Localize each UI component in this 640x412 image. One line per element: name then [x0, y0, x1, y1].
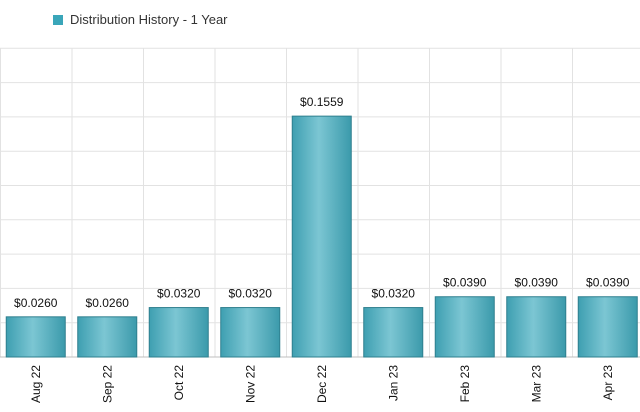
bar — [506, 296, 567, 358]
data-label: $0.0320 — [372, 287, 416, 301]
data-label: $0.1559 — [300, 95, 344, 109]
legend-swatch — [53, 14, 63, 25]
bar — [291, 115, 352, 358]
bar — [5, 316, 66, 358]
bar — [77, 316, 138, 358]
x-tick-label: Sep 22 — [100, 365, 114, 403]
bar — [577, 296, 638, 358]
bar — [220, 307, 281, 358]
x-tick-label: Nov 22 — [243, 365, 257, 403]
data-label: $0.0390 — [586, 276, 630, 290]
x-tick-label: Apr 23 — [601, 365, 615, 401]
x-tick-label: Mar 23 — [529, 365, 543, 403]
legend-label: Distribution History - 1 Year — [70, 12, 228, 27]
data-label: $0.0320 — [229, 287, 273, 301]
data-label: $0.0260 — [86, 296, 130, 310]
x-tick-label: Feb 23 — [458, 365, 472, 403]
bar — [363, 307, 424, 358]
x-tick-label: Aug 22 — [29, 365, 43, 403]
data-label: $0.0390 — [443, 276, 487, 290]
chart-legend: Distribution History - 1 Year — [53, 12, 228, 27]
x-tick-label: Dec 22 — [315, 365, 329, 403]
data-label: $0.0260 — [14, 296, 58, 310]
bar — [148, 307, 209, 358]
bar — [434, 296, 495, 358]
x-tick-label: Jan 23 — [386, 365, 400, 401]
data-label: $0.0320 — [157, 287, 201, 301]
x-tick-label: Oct 22 — [172, 365, 186, 401]
data-label: $0.0390 — [515, 276, 559, 290]
